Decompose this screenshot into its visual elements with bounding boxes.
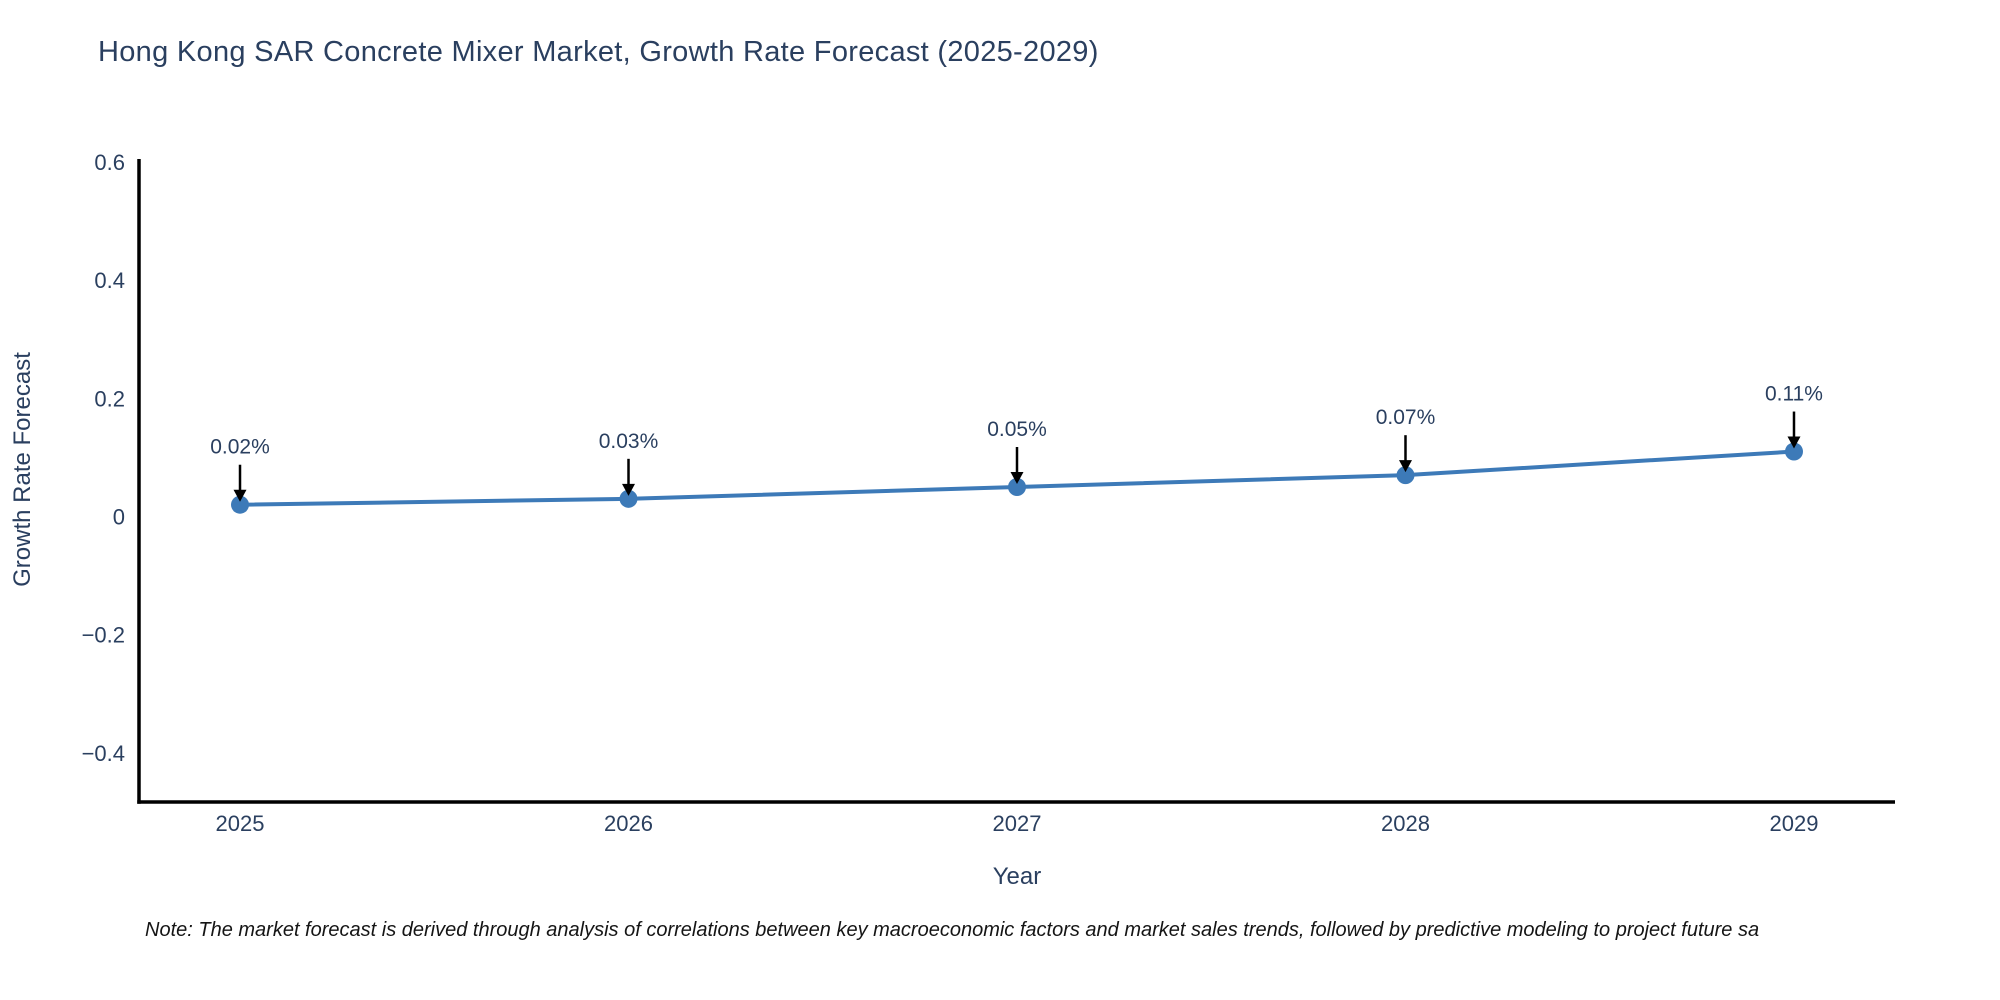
y-tick-label: −0.2: [82, 623, 125, 648]
annotation-arrow-head: [622, 483, 636, 496]
x-tick-label: 2027: [993, 811, 1042, 836]
data-point-2025: [231, 495, 250, 514]
data-point-2028: [1396, 466, 1415, 485]
data-point-2029: [1784, 442, 1803, 461]
chart-title: Hong Kong SAR Concrete Mixer Market, Gro…: [98, 36, 1099, 68]
y-tick-label: 0.2: [94, 386, 125, 411]
annotation-arrow-head: [1398, 460, 1412, 473]
x-tick-label: 2025: [216, 811, 265, 836]
annotation-arrow-head: [1787, 436, 1801, 449]
y-tick-label: 0.4: [94, 268, 125, 293]
x-tick-label: 2026: [604, 811, 653, 836]
data-point-2027: [1008, 478, 1026, 497]
data-point-2026: [619, 489, 638, 508]
annotation-label: 0.05%: [987, 418, 1047, 441]
y-axis-title: Growth Rate Forecast: [9, 352, 36, 587]
x-tick-label: 2029: [1770, 811, 1819, 836]
x-tick-label: 2028: [1381, 811, 1430, 836]
annotation-label: 0.03%: [599, 430, 659, 453]
annotation-label: 0.11%: [1765, 383, 1823, 406]
annotation-arrow-head: [1010, 472, 1024, 485]
footnote-text: Note: The market forecast is derived thr…: [145, 919, 1760, 941]
annotation-arrow-head: [233, 489, 247, 502]
annotation-label: 0.07%: [1376, 406, 1436, 429]
y-tick-label: 0.6: [94, 150, 125, 175]
y-tick-label: 0: [113, 505, 125, 530]
y-tick-label: −0.4: [82, 741, 125, 766]
annotation-label: 0.02%: [210, 436, 270, 459]
x-axis-title: Year: [993, 863, 1042, 890]
